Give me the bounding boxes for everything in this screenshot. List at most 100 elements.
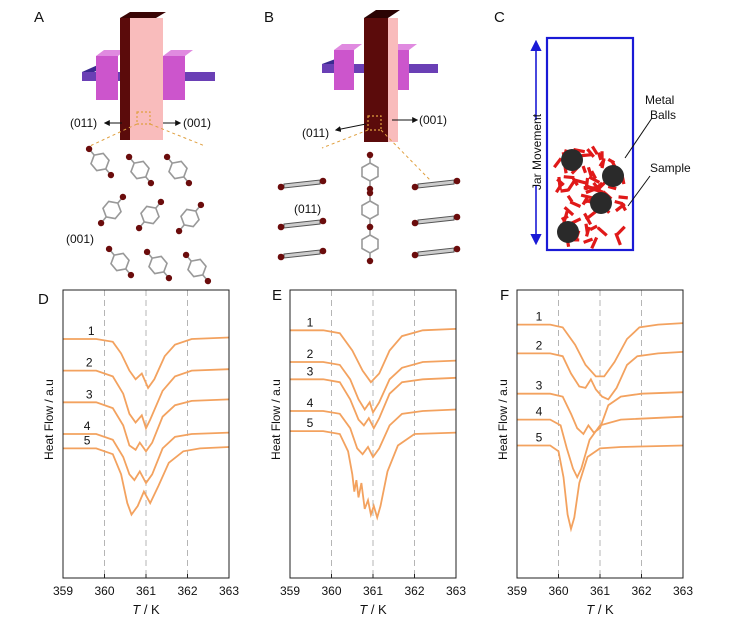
panel-b: B (011) (001) <box>264 9 461 266</box>
series-1-label: 1 <box>307 315 314 329</box>
sample-particle <box>596 226 608 237</box>
series-5-curve <box>63 446 230 517</box>
sample-particle <box>591 145 599 156</box>
series-4-curve <box>290 408 457 459</box>
x-tick-label: 363 <box>446 584 466 598</box>
y-axis-label: Heat Flow / a.u <box>42 379 56 460</box>
sample-particle <box>596 180 608 191</box>
series-3-label: 3 <box>86 387 93 401</box>
series-4-label: 4 <box>84 419 91 433</box>
x-tick-label: 363 <box>219 584 239 598</box>
x-tick-label: 362 <box>177 584 197 598</box>
sample-particle <box>590 236 599 250</box>
series-2-curve <box>290 359 457 415</box>
series-2-label: 2 <box>307 347 314 361</box>
series-4-curve <box>517 415 684 480</box>
molecular-packing-a <box>80 140 217 290</box>
y-axis-label: Heat Flow / a.u <box>269 379 283 460</box>
sample-particle <box>581 153 593 158</box>
sample-particle <box>566 180 576 192</box>
sample-particle <box>585 187 598 195</box>
sample-particle <box>553 157 563 169</box>
direction-label-011-b: (011) <box>302 126 329 140</box>
series-1-curve <box>517 322 684 378</box>
sample-particle <box>589 224 598 232</box>
series-5-curve <box>290 430 457 521</box>
metal-balls <box>557 149 624 243</box>
series-1-label: 1 <box>536 310 543 324</box>
sample-particle <box>586 148 595 158</box>
x-tick-label: 362 <box>631 584 651 598</box>
sample-particle <box>583 198 592 204</box>
sample-particle <box>619 201 627 212</box>
sample-particle <box>569 200 582 208</box>
x-axis-label: T / K <box>359 602 387 617</box>
series-3-curve <box>517 391 684 436</box>
panel-letter-f: F <box>500 287 509 304</box>
metal-ball <box>590 192 612 214</box>
sample-particle <box>583 237 594 244</box>
sample-particle <box>597 152 603 161</box>
direction-label-001-a: (001) <box>183 116 211 130</box>
panel-letter-b: B <box>264 9 274 26</box>
crystal-holder-b <box>322 10 438 142</box>
sample-particle <box>584 226 591 237</box>
series-1-curve <box>290 328 457 384</box>
series-3-label: 3 <box>536 379 543 393</box>
sample-label: Sample <box>650 161 691 175</box>
panel-letter-d: D <box>38 291 49 308</box>
panel-letter-a: A <box>34 9 44 26</box>
x-tick-label: 361 <box>136 584 156 598</box>
panel-c: C Jar Movement Metal Balls Sample <box>494 9 691 252</box>
x-tick-label: 360 <box>548 584 568 598</box>
sample-particle <box>590 170 597 180</box>
series-5-curve <box>517 444 684 533</box>
panel-letter-c: C <box>494 9 505 26</box>
sample-particle <box>580 193 594 200</box>
panel-letter-e: E <box>272 287 282 304</box>
sample-particle <box>574 178 588 185</box>
series-4-label: 4 <box>307 396 314 410</box>
series-5-label: 5 <box>84 433 91 447</box>
sample-particle <box>618 195 628 200</box>
metal-balls-label-line2: Balls <box>650 108 676 122</box>
sample-particle <box>586 166 593 178</box>
dsc-chart-d: D 1 2 3 45 359 360 361 362 363 T / K Heat Flow / a.… <box>38 289 239 617</box>
series-3-label: 3 <box>307 364 314 378</box>
direction-label-001-b: (001) <box>419 113 447 127</box>
series-2-label: 2 <box>86 356 93 370</box>
x-tick-label: 360 <box>321 584 341 598</box>
plane-label-011: (011) <box>294 202 321 216</box>
plane-label-001: (001) <box>66 232 94 246</box>
x-tick-label: 361 <box>363 584 383 598</box>
series-5-label: 5 <box>536 431 543 445</box>
sample-particle <box>562 210 569 225</box>
sample-particle <box>598 158 606 168</box>
x-tick-label: 362 <box>404 584 424 598</box>
sample-particle <box>566 194 574 203</box>
sample-particle <box>560 188 569 193</box>
series-1-curve <box>63 336 230 390</box>
metal-ball <box>602 165 624 187</box>
sample-particle <box>581 165 588 174</box>
series-4-curve <box>63 431 230 485</box>
x-tick-label: 360 <box>94 584 114 598</box>
x-axis-label: T / K <box>132 602 160 617</box>
x-tick-label: 359 <box>507 584 527 598</box>
sample-particle <box>588 175 601 184</box>
x-tick-label: 359 <box>280 584 300 598</box>
sample-particle <box>557 176 562 191</box>
x-tick-label: 359 <box>53 584 73 598</box>
sample-particle <box>584 210 597 221</box>
sample-particle <box>615 225 626 236</box>
metal-balls-label-line1: Metal <box>645 93 674 107</box>
crystal-holder-a <box>82 12 215 140</box>
metal-ball <box>557 221 579 243</box>
series-5-label: 5 <box>307 416 314 430</box>
series-2-label: 2 <box>536 338 543 352</box>
series-2-curve <box>63 368 230 431</box>
series-2-curve <box>517 351 684 401</box>
dsc-chart-e: E 1 2 3 4 5 359 360 361 362 363 T / K Heat Flow / a.… <box>269 287 466 617</box>
metal-ball <box>561 149 583 171</box>
